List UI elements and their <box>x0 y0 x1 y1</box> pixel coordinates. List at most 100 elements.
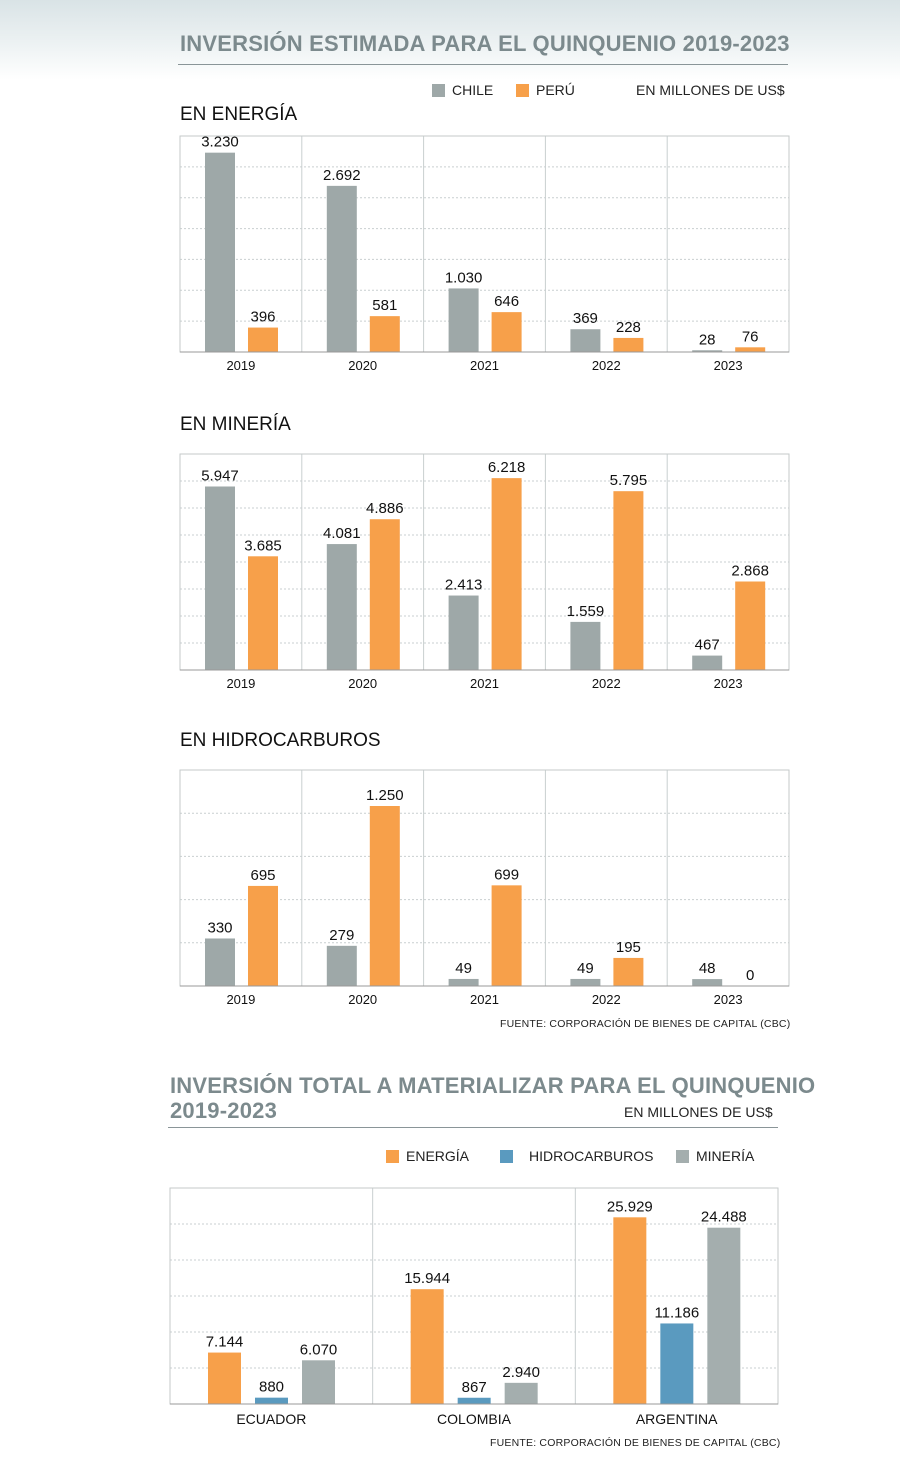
data-label: 49 <box>455 960 472 977</box>
data-label: 2.940 <box>502 1364 540 1381</box>
bottom-title-line2: 2019-2023 <box>170 1098 278 1123</box>
data-label: 5.947 <box>201 467 239 484</box>
data-label: 581 <box>372 297 397 314</box>
peru-legend-label: PERÚ <box>536 82 575 98</box>
bar <box>369 806 400 986</box>
hydrocarbons-section-title: EN HIDROCARBUROS <box>180 730 381 751</box>
bar <box>491 312 522 352</box>
data-label: 3.230 <box>201 134 239 151</box>
data-label: 2.413 <box>445 577 483 594</box>
bar <box>208 1352 241 1404</box>
bar <box>491 478 522 670</box>
bar <box>302 1360 335 1404</box>
bottom-source-note: FUENTE: CORPORACIÓN DE BIENES DE CAPITAL… <box>490 1437 781 1449</box>
data-label: 76 <box>742 328 759 345</box>
mining-section-title: EN MINERÍA <box>180 414 291 435</box>
data-label: 1.559 <box>567 603 605 620</box>
category-label: 2022 <box>592 676 621 691</box>
category-label: 2022 <box>592 358 621 373</box>
data-label: 699 <box>494 866 519 883</box>
data-label: 4.081 <box>323 525 361 542</box>
top-title: INVERSIÓN ESTIMADA PARA EL QUINQUENIO 20… <box>180 31 790 56</box>
bar <box>205 152 235 352</box>
data-label: 279 <box>329 927 354 944</box>
bar <box>255 1397 288 1404</box>
category-label: 2022 <box>592 992 621 1007</box>
category-label: 2021 <box>470 992 499 1007</box>
data-label: 695 <box>250 867 275 884</box>
bar <box>570 978 601 986</box>
mining-swatch <box>676 1149 689 1163</box>
data-label: 3.685 <box>244 537 282 554</box>
data-label: 228 <box>616 319 641 336</box>
bar <box>570 621 601 670</box>
category-label: 2023 <box>714 358 743 373</box>
bar <box>613 491 644 670</box>
data-label: 880 <box>259 1379 284 1396</box>
chile-swatch <box>432 83 445 97</box>
category-label: 2021 <box>470 358 499 373</box>
bar <box>613 957 644 986</box>
top-legend-chile: CHILE <box>432 82 493 98</box>
bar <box>248 327 278 352</box>
data-label: 15.944 <box>404 1270 450 1287</box>
data-label: 1.250 <box>366 787 404 804</box>
bar <box>613 1217 647 1404</box>
energy-legend-label: ENERGÍA <box>406 1148 470 1164</box>
bottom-title-line1: INVERSIÓN TOTAL A MATERIALIZAR PARA EL Q… <box>170 1073 816 1098</box>
bar <box>326 544 357 670</box>
data-label: 5.795 <box>610 472 648 489</box>
category-label: COLOMBIA <box>437 1411 512 1427</box>
header-background <box>0 0 900 80</box>
bar <box>660 1323 694 1404</box>
bar <box>735 581 766 670</box>
top-unit-label: EN MILLONES DE US$ <box>636 82 785 98</box>
category-label: 2021 <box>470 676 499 691</box>
bottom-legend-mining: MINERÍA <box>676 1148 754 1164</box>
bar <box>369 316 400 352</box>
bottom-title-rule <box>168 1127 778 1128</box>
mining-chart: 5.947 3.685 2019 4.081 4.886 2020 2.413 6.218 20… <box>179 453 790 691</box>
bar <box>448 978 479 986</box>
category-label: 2019 <box>226 358 255 373</box>
data-label: 28 <box>699 331 716 348</box>
category-label: 2019 <box>226 992 255 1007</box>
bar <box>613 337 644 352</box>
bar <box>570 329 601 352</box>
data-label: 2.868 <box>731 563 769 580</box>
data-label: 396 <box>250 309 275 326</box>
data-label: 467 <box>695 637 720 654</box>
category-label: 2019 <box>226 676 255 691</box>
data-label: 867 <box>462 1379 487 1396</box>
bar <box>457 1397 491 1404</box>
bar <box>707 1227 741 1404</box>
category-label: 2020 <box>348 358 377 373</box>
bar <box>326 945 357 986</box>
bar <box>326 185 357 352</box>
energy-swatch <box>386 1149 399 1163</box>
top-source-note: FUENTE: CORPORACIÓN DE BIENES DE CAPITAL… <box>500 1018 791 1030</box>
category-label: ECUADOR <box>236 1411 306 1427</box>
top-legend-peru: PERÚ <box>516 82 575 98</box>
category-label: 2020 <box>348 676 377 691</box>
category-label: 2023 <box>714 676 743 691</box>
chile-legend-label: CHILE <box>452 82 494 98</box>
data-label: 195 <box>616 939 641 956</box>
bar <box>248 885 278 986</box>
bar <box>491 885 522 986</box>
hydrocarbons-chart: 330 695 2019 279 1.250 2020 49 699 2021 49 195 2022… <box>179 769 790 1007</box>
bottom-unit-label: EN MILLONES DE US$ <box>624 1104 773 1120</box>
bar <box>692 655 723 670</box>
bar <box>248 556 278 670</box>
energy-section-title: EN ENERGÍA <box>180 104 298 125</box>
data-label: 4.886 <box>366 500 404 517</box>
peru-swatch <box>516 83 529 97</box>
data-label: 0 <box>746 967 754 984</box>
bar <box>448 595 479 670</box>
data-label: 24.488 <box>701 1209 747 1226</box>
data-label: 1.030 <box>445 269 483 286</box>
data-label: 646 <box>494 293 519 310</box>
data-label: 6.070 <box>300 1341 338 1358</box>
bar <box>205 486 235 670</box>
hydrocarbons-swatch <box>500 1149 513 1163</box>
